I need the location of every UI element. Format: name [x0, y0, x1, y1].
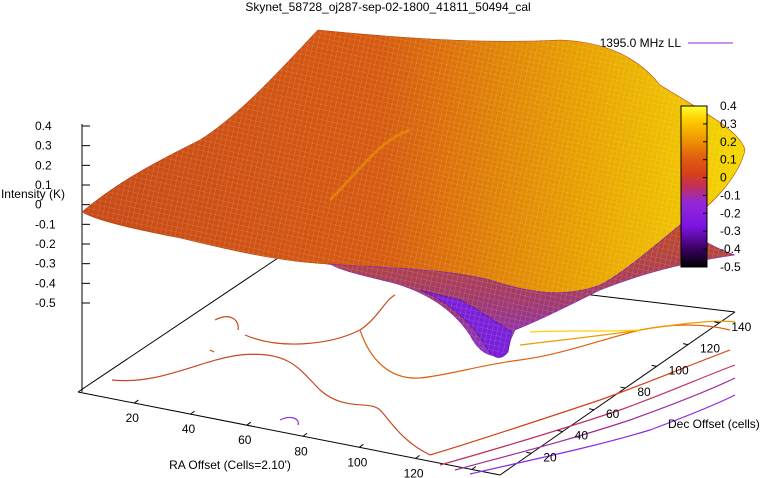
- colorbar-tick-label: -0.2: [720, 206, 741, 220]
- x-tick-label: 20: [126, 411, 140, 425]
- y-tick-mark: [651, 364, 657, 367]
- contour-line: [429, 349, 731, 456]
- z-axis-label: Intensity (K): [1, 187, 65, 201]
- x-tick-label: 120: [404, 466, 424, 478]
- colorbar-gradient: [680, 105, 708, 268]
- y-tick-mark: [682, 343, 689, 346]
- x-tick-mark: [415, 454, 420, 459]
- x-tick-mark: [133, 399, 139, 404]
- y-tick-mark: [620, 386, 626, 389]
- contour-line: [111, 353, 431, 456]
- y-tick-label: 40: [575, 429, 589, 443]
- y-axis-ticks: 20 40 60 80 100 120 140: [526, 320, 752, 464]
- contour-line: [454, 377, 736, 471]
- chart-title: Skynet_58728_oj287-sep-02-1800_41811_504…: [245, 0, 530, 14]
- y-tick-label: 80: [637, 385, 651, 399]
- colorbar-ticks: 0.4 0.3 0.2 0.1 0 -0.1 -0.2 -0.3 -0.4 -0.5: [703, 99, 741, 274]
- y-tick-label: 140: [731, 320, 751, 334]
- y-tick-mark: [714, 321, 720, 324]
- colorbar-tick-label: 0: [720, 171, 727, 185]
- x-axis-label: RA Offset (Cells=2.10'): [169, 458, 291, 472]
- z-axis-ticks: 0.4 0.3 0.2 0.1 0 -0.1 -0.2 -0.3 -0.4 -0.5: [35, 119, 90, 310]
- surface-ridge: [328, 128, 411, 202]
- x-tick-mark: [359, 443, 364, 448]
- z-tick-label: -0.1: [35, 217, 56, 231]
- x-tick-label: 100: [347, 455, 367, 469]
- z-tick-label: -0.5: [35, 296, 56, 310]
- contour-line: [209, 349, 215, 353]
- colorbar-tick-label: 0.3: [720, 117, 737, 131]
- x-tick-label: 60: [238, 433, 252, 447]
- y-tick-mark: [557, 430, 563, 433]
- z-tick-label: 0: [35, 198, 42, 212]
- y-tick-label: 100: [669, 363, 689, 377]
- surface-mesh: [82, 30, 745, 356]
- contour-line: [214, 294, 396, 345]
- contour-lines: [111, 294, 736, 475]
- colorbar-tick-label: 0.1: [720, 153, 737, 167]
- contour-line: [439, 364, 736, 466]
- legend-label: 1395.0 MHz LL: [600, 36, 682, 50]
- colorbar-tick-label: 0.2: [720, 135, 737, 149]
- y-tick-label: 60: [606, 407, 620, 421]
- contour-line: [279, 416, 299, 426]
- surface: [81, 29, 746, 358]
- z-tick-label: 0.4: [35, 119, 52, 133]
- colorbar: 0.4 0.3 0.2 0.1 0 -0.1 -0.2 -0.3 -0.4 -0.5: [680, 99, 741, 274]
- z-tick-label: 0.1: [35, 178, 52, 192]
- y-tick-mark: [526, 451, 532, 454]
- legend: 1395.0 MHz LL: [600, 36, 733, 50]
- x-tick-mark: [190, 410, 195, 415]
- colorbar-tick-label: -0.4: [720, 242, 741, 256]
- x-tick-label: 80: [294, 444, 308, 458]
- z-tick-label: -0.3: [35, 257, 56, 271]
- y-axis-label: Dec Offset (cells): [668, 417, 760, 431]
- y-tick-mark: [588, 408, 595, 411]
- x-tick-mark: [246, 421, 252, 426]
- z-tick-label: -0.2: [35, 237, 56, 251]
- x-tick-mark: [471, 466, 477, 470]
- colorbar-tick-label: -0.5: [720, 260, 741, 274]
- y-tick-label: 20: [543, 450, 557, 464]
- contour-line: [469, 394, 736, 475]
- colorbar-tick-label: 0.4: [720, 99, 737, 113]
- colorbar-tick-label: -0.1: [720, 188, 741, 202]
- y-tick-label: 120: [700, 342, 720, 356]
- z-tick-label: -0.4: [35, 276, 56, 290]
- colorbar-tick-label: -0.3: [720, 224, 741, 238]
- contour-line: [529, 329, 641, 333]
- z-tick-label: 0.3: [35, 139, 52, 153]
- z-tick-label: 0.2: [35, 158, 52, 172]
- x-tick-label: 40: [182, 422, 196, 436]
- x-tick-mark: [302, 432, 308, 437]
